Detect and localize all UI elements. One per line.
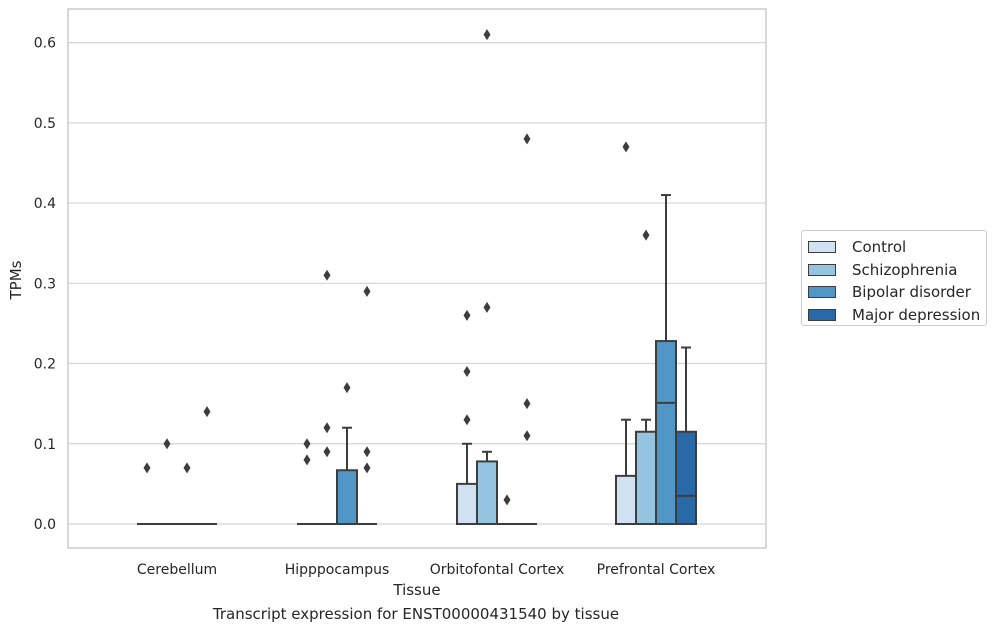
- outlier-point: [303, 454, 311, 466]
- outlier-point: [363, 285, 371, 297]
- box-3-1: [357, 285, 377, 525]
- legend-label: Major depression: [852, 305, 981, 324]
- y-tick-label: 0.2: [34, 357, 56, 373]
- outlier-point: [622, 141, 630, 153]
- box-0-1: [297, 438, 317, 525]
- chart-caption: Transcript expression for ENST0000043154…: [212, 605, 620, 623]
- box-2-1: [336, 382, 358, 525]
- outlier-point: [203, 406, 211, 418]
- outlier-point: [163, 438, 171, 450]
- y-tick-label: 0.0: [34, 517, 56, 533]
- legend-item: Bipolar disorder: [808, 281, 986, 304]
- box-2-0: [177, 462, 197, 525]
- box-body: [476, 460, 498, 525]
- outlier-point: [303, 438, 311, 450]
- outlier-point: [363, 446, 371, 458]
- legend-label: Schizophrenia: [852, 260, 958, 279]
- y-tick-label: 0.1: [34, 437, 56, 453]
- legend-label: Control: [852, 238, 907, 257]
- x-axis-ticks: Cerebellum Hipppocampus Orbitofontal Corte…: [137, 562, 715, 578]
- box-1-2: [476, 29, 498, 525]
- legend-swatch: [808, 263, 836, 276]
- legend-swatch: [808, 241, 836, 254]
- y-tick-label: 0.5: [34, 116, 56, 132]
- outlier-point: [463, 414, 471, 426]
- box-0-0: [137, 462, 157, 525]
- plot-frame: [67, 8, 767, 549]
- outlier-point: [483, 29, 491, 41]
- y-tick-label: 0.3: [34, 276, 56, 292]
- box-body: [655, 340, 677, 525]
- box-body: [336, 469, 358, 525]
- box-1-3: [635, 229, 657, 525]
- box-3-3: [675, 346, 697, 525]
- outlier-point: [483, 301, 491, 313]
- outlier-point: [463, 309, 471, 321]
- outlier-point: [363, 462, 371, 474]
- legend-item: Control: [808, 236, 986, 259]
- outlier-point: [523, 398, 531, 410]
- legend-item: Schizophrenia: [808, 259, 986, 282]
- outlier-point: [323, 446, 331, 458]
- gridlines: [68, 41, 766, 525]
- outlier-point: [523, 430, 531, 442]
- y-axis-label: TPMs: [7, 260, 25, 300]
- legend-swatch: [808, 308, 836, 321]
- x-tick-label: Hipppocampus: [285, 562, 390, 578]
- box-0-2: [456, 309, 478, 525]
- legend-item: Major depression: [808, 304, 986, 327]
- legend: Control Schizophrenia Bipolar disorder Majo…: [801, 230, 987, 326]
- x-tick-label: Prefrontal Cortex: [597, 562, 716, 578]
- outlier-point: [143, 462, 151, 474]
- outlier-point: [523, 133, 531, 145]
- x-tick-label: Cerebellum: [137, 562, 217, 578]
- outlier-point: [323, 422, 331, 434]
- outlier-point: [503, 494, 511, 506]
- box-0-3: [615, 141, 637, 525]
- y-tick-label: 0.6: [34, 36, 56, 52]
- outlier-point: [642, 229, 650, 241]
- box-2-3: [655, 194, 677, 525]
- box-body: [675, 430, 697, 525]
- box-body: [615, 474, 637, 525]
- box-1-0: [157, 438, 177, 525]
- legend-swatch: [808, 286, 836, 299]
- outlier-point: [343, 382, 351, 394]
- outlier-point: [463, 366, 471, 378]
- legend-label: Bipolar disorder: [852, 283, 971, 302]
- outlier-point: [183, 462, 191, 474]
- box-1-1: [317, 269, 337, 525]
- box-2-2: [497, 494, 517, 525]
- box-body: [635, 430, 657, 525]
- y-axis-ticks: 0.0 0.1 0.2 0.3 0.4 0.5 0.6: [34, 36, 56, 533]
- outlier-point: [323, 269, 331, 281]
- x-axis-label: Tissue: [392, 581, 440, 599]
- box-body: [456, 482, 478, 525]
- box-3-2: [517, 133, 537, 525]
- x-tick-label: Orbitofontal Cortex: [430, 562, 565, 578]
- box-3-0: [197, 406, 217, 525]
- box-layer: [137, 29, 697, 525]
- y-tick-label: 0.4: [34, 196, 56, 212]
